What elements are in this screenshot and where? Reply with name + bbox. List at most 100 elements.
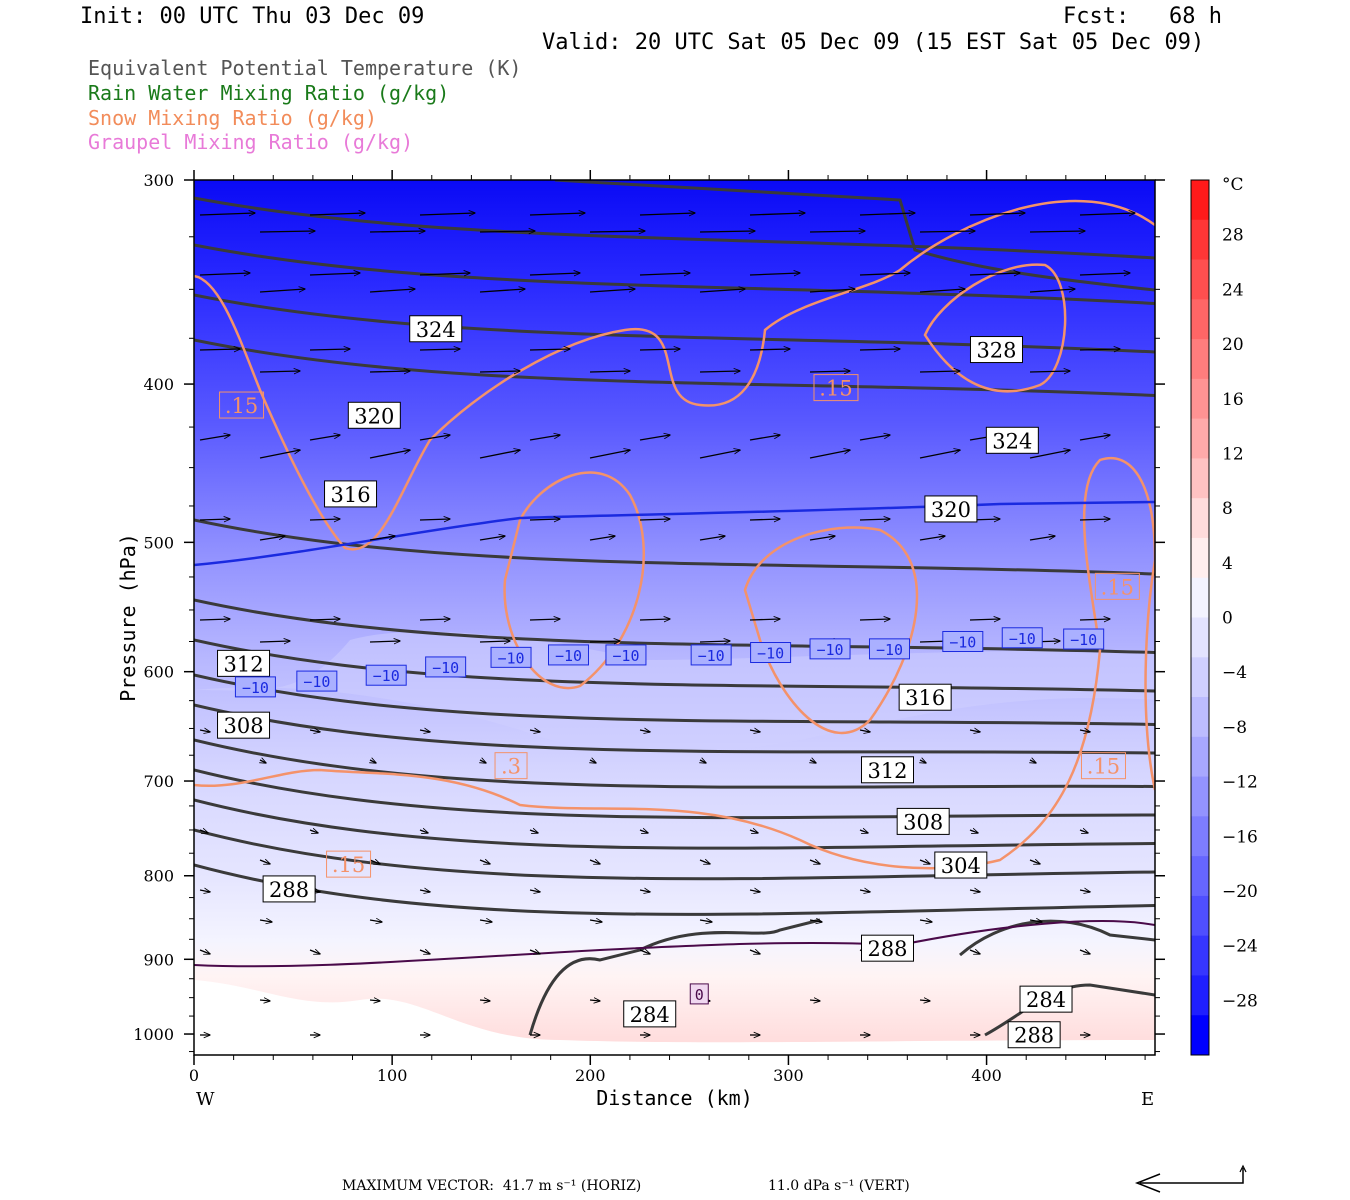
isotherm-label: −10: [757, 645, 784, 663]
colorbar-swatch: [1191, 180, 1209, 221]
wind-vector: [859, 730, 870, 732]
wind-vector: [309, 213, 365, 215]
isotherm-label: −10: [949, 633, 976, 651]
theta-e-line: [194, 638, 1155, 693]
wind-vector: [199, 213, 255, 215]
snow-contour: [743, 526, 919, 735]
theta-e-label: 288: [867, 937, 907, 961]
wind-vector: [919, 860, 930, 864]
wind-vector: [419, 730, 430, 732]
contour-labels: 324 320 316 312 308 288 328 324 320 316 312 308 304 2…: [217, 315, 1140, 1049]
theta-e-label: 316: [905, 686, 945, 710]
snow-contour: [194, 199, 1155, 551]
wind-vector: [479, 371, 520, 372]
wind-vector: [639, 273, 690, 275]
wind-vector: [479, 920, 492, 922]
wind-vector: [199, 890, 210, 892]
wind-vector: [749, 273, 800, 275]
wind-vector: [1079, 213, 1135, 215]
colorbar-swatch: [1191, 458, 1209, 499]
wind-vector: [479, 450, 520, 459]
theta-e-line: [194, 798, 1155, 850]
wind-vector: [589, 536, 615, 541]
wind-vector: [479, 536, 505, 541]
colorbar-tick-label: −24: [1222, 937, 1258, 957]
y-tick-label: 400: [143, 375, 174, 394]
wind-vector: [199, 730, 210, 732]
wind-vector: [749, 435, 780, 441]
temperature-contours: [194, 500, 1155, 968]
wind-vector: [699, 231, 755, 232]
wind-vector: [369, 371, 410, 372]
isotherm-label-box: [425, 656, 467, 678]
temperature-shading: [194, 180, 1155, 1055]
wind-vector: [590, 760, 596, 763]
wind-vector: [199, 519, 230, 520]
wind-vector: [1029, 231, 1085, 232]
wind-vector: [1030, 760, 1036, 763]
forecast-hour: Fcst: 68 h: [1063, 4, 1222, 29]
east-label: E: [1141, 1089, 1154, 1110]
isotherm-label: −10: [1009, 630, 1036, 648]
wind-vector: [1029, 371, 1070, 372]
theta-e-label-box: [1019, 985, 1073, 1013]
x-axis-title: Distance (km): [596, 1086, 753, 1110]
y-tick-label: 500: [143, 533, 174, 552]
theta-e-line: [194, 703, 1155, 755]
wind-vector: [259, 371, 300, 372]
wind-vector: [589, 450, 630, 459]
colorbar-swatch: [1191, 339, 1209, 380]
snow-label: .15: [1087, 755, 1120, 779]
wind-vector: [809, 1000, 820, 1001]
isotherm-label-box: [547, 644, 589, 666]
theta-e-label-box: [861, 756, 915, 784]
theta-e-label-box: [969, 336, 1023, 364]
colorbar-tick-label: 20: [1222, 335, 1244, 355]
colorbar-swatch: [1191, 935, 1209, 976]
wind-vector: [309, 730, 320, 732]
wind-vector: [369, 920, 382, 922]
wind-vector: [529, 830, 538, 833]
wind-vector: [529, 213, 585, 215]
wind-vector: [369, 860, 380, 864]
wind-vector: [199, 435, 230, 441]
west-label: W: [196, 1089, 215, 1110]
wind-vector: [639, 890, 650, 892]
wind-vector: [259, 641, 290, 642]
wind-vector: [1029, 860, 1040, 864]
wind-vector: [1079, 730, 1090, 732]
wind-vector: [639, 730, 650, 732]
reference-vector-icon: [1134, 1164, 1247, 1193]
snow-label: .15: [332, 853, 365, 877]
colorbar-tick-label: 4: [1222, 554, 1233, 574]
theta-e-label-box: [896, 807, 950, 835]
wind-vector: [259, 536, 285, 541]
wind-vector: [369, 289, 415, 293]
wind-vector: [1029, 536, 1055, 541]
isotherm-label: −10: [555, 647, 582, 665]
wind-vector: [969, 730, 980, 732]
y-tick-label: 900: [143, 950, 174, 969]
plot-frame: [193, 179, 1156, 1056]
wind-vector: [809, 289, 855, 293]
wind-vector: [859, 830, 868, 833]
wind-vector: [369, 231, 425, 232]
wind-vector: [809, 536, 835, 541]
wind-vector: [259, 289, 305, 293]
wind-vector: [639, 950, 650, 954]
wind-vector: [749, 890, 760, 892]
wind-vector: [309, 619, 340, 620]
colorbar-swatch: [1191, 577, 1209, 618]
isotherm-label: −10: [242, 679, 269, 697]
wind-vector: [919, 920, 932, 922]
wind-vector: [259, 1000, 270, 1001]
wind-vector: [859, 349, 900, 350]
wind-vector: [1029, 450, 1070, 459]
legend-rain-water: Rain Water Mixing Ratio (g/kg): [88, 81, 450, 105]
wind-vector: [1079, 619, 1110, 620]
wind-vector: [309, 519, 340, 520]
wind-vector: [370, 760, 376, 763]
max-vector-vert: 11.0 dPa s⁻¹ (VERT): [768, 1178, 910, 1194]
theta-e-label-box: [217, 649, 271, 677]
